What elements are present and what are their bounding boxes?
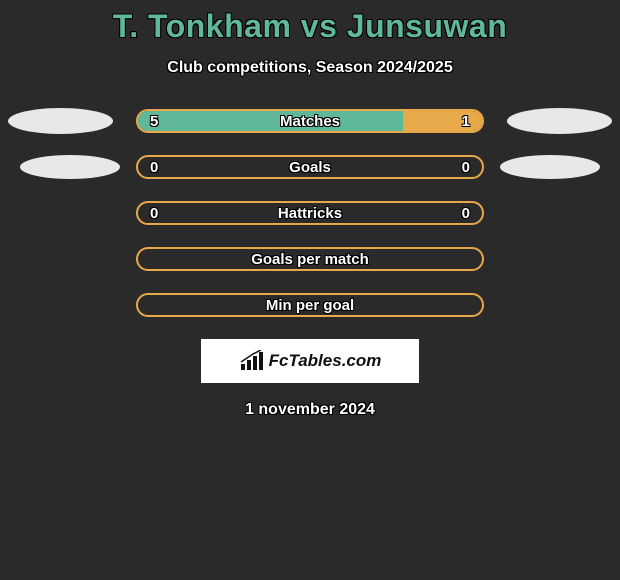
stat-label: Goals: [138, 157, 482, 177]
stat-bar: 00Hattricks: [136, 201, 484, 225]
page-title: T. Tonkham vs Junsuwan: [0, 8, 620, 45]
player-left-ellipse: [20, 155, 120, 179]
stat-row: 51Matches: [0, 109, 620, 133]
stat-bar: Min per goal: [136, 293, 484, 317]
logo-box: FcTables.com: [201, 339, 419, 383]
stat-rows: 51Matches 00Goals 00Hattricks Goals per mat…: [0, 109, 620, 317]
stat-label: Goals per match: [138, 249, 482, 269]
date-text: 1 november 2024: [0, 401, 620, 419]
stat-bar: 00Goals: [136, 155, 484, 179]
player-right-ellipse: [507, 108, 612, 134]
player-left-ellipse: [8, 108, 113, 134]
stat-label: Min per goal: [138, 295, 482, 315]
stat-row: 00Hattricks: [0, 201, 620, 225]
stat-label: Matches: [138, 111, 482, 131]
logo-bars-icon: [239, 350, 265, 372]
stat-bar: 51Matches: [136, 109, 484, 133]
player-right-ellipse: [500, 155, 600, 179]
stat-row: 00Goals: [0, 155, 620, 179]
stat-row: Goals per match: [0, 247, 620, 271]
stat-row: Min per goal: [0, 293, 620, 317]
stat-bar: Goals per match: [136, 247, 484, 271]
stat-label: Hattricks: [138, 203, 482, 223]
logo-text: FcTables.com: [269, 351, 382, 371]
comparison-infographic: T. Tonkham vs Junsuwan Club competitions…: [0, 0, 620, 419]
subtitle: Club competitions, Season 2024/2025: [0, 59, 620, 77]
